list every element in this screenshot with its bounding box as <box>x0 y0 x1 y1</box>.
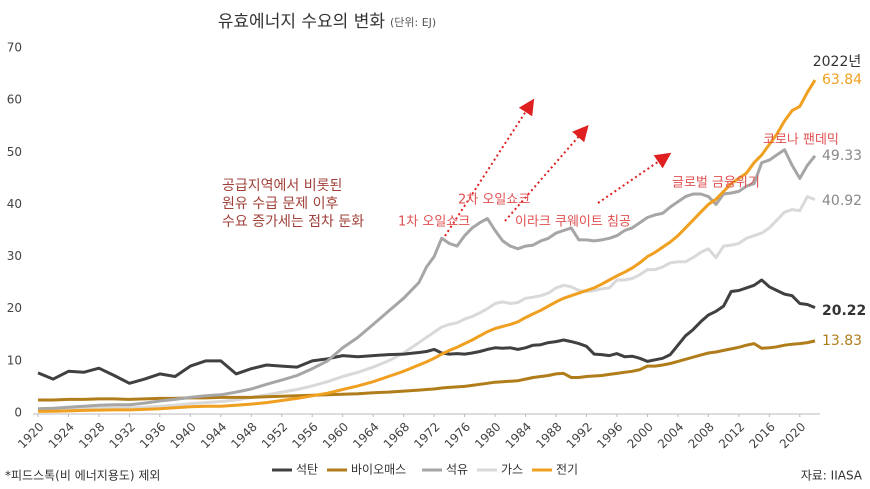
legend-label: 바이오매스 <box>351 463 406 477</box>
x-tick-label: 1960 <box>320 420 351 451</box>
x-tick-label: 1980 <box>472 420 503 451</box>
x-tick-label: 1968 <box>381 420 412 451</box>
x-tick-label: 1952 <box>259 420 290 451</box>
x-tick-label: 1936 <box>137 420 168 451</box>
x-tick-label: 1920 <box>15 420 46 451</box>
arrow <box>444 98 535 237</box>
legend-label: 가스 <box>501 463 523 477</box>
annotation: 수요 증가세는 점차 둔화 <box>222 214 364 230</box>
annotation: 코로나 팬데믹 <box>763 133 839 148</box>
x-tick-label: 1988 <box>533 420 564 451</box>
y-tick-label: 30 <box>7 249 22 263</box>
legend-label: 전기 <box>556 463 578 477</box>
chart-subtitle: (단위: EJ) <box>390 16 436 29</box>
x-tick-label: 1948 <box>228 420 259 451</box>
legend-label: 석탄 <box>296 463 318 477</box>
x-tick-label: 1932 <box>107 420 138 451</box>
y-tick-label: 70 <box>7 41 22 55</box>
x-tick-label: 1976 <box>442 420 473 451</box>
series-line <box>37 148 817 411</box>
arrow <box>504 124 589 222</box>
footnote: *피드스톡(비 에너지용도) 제외 <box>5 469 160 483</box>
end-value-label: 49.33 <box>822 148 862 164</box>
end-value-label: 20.22 <box>822 303 866 319</box>
y-tick-label: 40 <box>7 197 22 211</box>
x-tick-label: 1992 <box>564 420 595 451</box>
x-tick-label: 1940 <box>167 420 198 451</box>
x-tick-label: 1956 <box>289 420 320 451</box>
arrow <box>597 152 672 204</box>
series-line <box>37 278 816 385</box>
y-tick-label: 20 <box>7 301 22 315</box>
x-tick-label: 1944 <box>198 420 229 451</box>
x-tick-label: 1972 <box>411 420 442 451</box>
source: 자료: IIASA <box>801 469 863 483</box>
x-tick-label: 2004 <box>655 420 686 451</box>
x-tick-label: 1964 <box>350 420 381 451</box>
end-value-label: 63.84 <box>822 72 862 88</box>
end-value-label: 13.83 <box>822 333 862 349</box>
annotation: 원유 수급 문제 이후 <box>222 196 339 212</box>
annotation: 공급지역에서 비롯된 <box>222 178 342 194</box>
end-year-label: 2022년 <box>813 54 862 70</box>
y-tick-label: 50 <box>7 145 22 159</box>
annotation-arrows <box>444 98 672 237</box>
x-tick-label: 2008 <box>685 420 716 451</box>
y-tick-label: 60 <box>7 93 22 107</box>
x-tick-label: 1924 <box>46 420 77 451</box>
annotation: 이라크 쿠웨이트 침공 <box>515 215 631 230</box>
series-line <box>37 195 816 412</box>
annotation: 글로벌 금융위기 <box>672 176 760 191</box>
y-tick-label: 0 <box>14 406 22 420</box>
x-tick-label: 1996 <box>594 420 625 451</box>
x-tick-label: 2016 <box>746 420 777 451</box>
y-tick-label: 10 <box>7 353 22 367</box>
x-tick-label: 2020 <box>777 420 808 451</box>
legend-label: 석유 <box>446 463 468 477</box>
series-line <box>38 339 816 402</box>
x-tick-label: 2000 <box>625 420 656 451</box>
x-tick-label: 1984 <box>503 420 534 451</box>
x-tick-label: 1928 <box>76 420 107 451</box>
annotation: 1차 오일쇼크 <box>398 215 470 230</box>
x-tick-label: 2012 <box>716 420 747 451</box>
chart-title: 유효에너지 수요의 변화 <box>218 12 386 32</box>
end-value-label: 40.92 <box>822 193 862 209</box>
annotation: 2차 오일쇼크 <box>458 193 530 208</box>
series-line <box>37 79 817 413</box>
